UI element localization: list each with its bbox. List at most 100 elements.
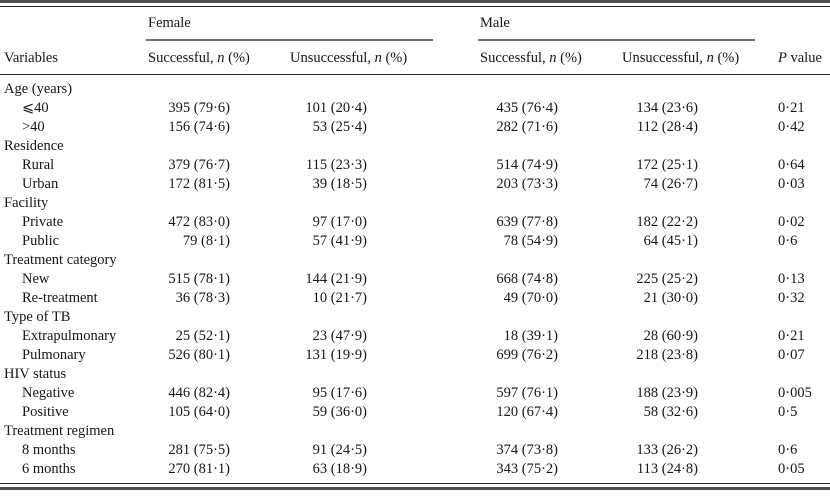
top-rule-gap — [0, 3, 830, 6]
male-unsuccessful-value: 133 (26·2) — [620, 441, 776, 460]
male-successful-value: 374 (73·8) — [478, 441, 620, 460]
cell-value: 28 (60·9) — [643, 328, 698, 344]
female-unsuccessful-value — [288, 422, 478, 441]
gender-header-row: Female Male — [0, 7, 830, 41]
p-value: 0·21 — [778, 328, 805, 344]
female-group-label: Female — [148, 15, 191, 31]
male-successful-value — [478, 137, 620, 156]
male-successful-value — [478, 365, 620, 384]
male-unsuccessful-value — [620, 194, 776, 213]
variable-label: Age (years) — [4, 81, 73, 97]
male-spanner-rule — [478, 39, 756, 41]
female-successful-value — [146, 137, 288, 156]
category-row: Facility — [0, 194, 830, 213]
bottom-rule-thin — [0, 483, 830, 484]
male-successful-value — [478, 194, 620, 213]
variable-label: HIV status — [4, 366, 67, 382]
female-unsuccessful-value: 115 (23·3) — [288, 156, 478, 175]
female-successful-value — [146, 75, 288, 100]
category-row: Type of TB — [0, 308, 830, 327]
data-row: 6 months 270 (81·1) 63 (18·9) 343 (75·2) 113… — [0, 460, 830, 479]
cell-value: 281 (75·5) — [168, 442, 230, 458]
bottom-rules — [0, 483, 830, 490]
female-unsuccessful-value: 97 (17·0) — [288, 213, 478, 232]
male-successful-value: 120 (67·4) — [478, 403, 620, 422]
female-unsuccessful-value — [288, 251, 478, 270]
data-row: Re-treatment 36 (78·3) 10 (21·7) 49 (70·0) 2… — [0, 289, 830, 308]
male-unsuccessful-value: 113 (24·8) — [620, 460, 776, 479]
variable-label: Treatment category — [4, 252, 117, 268]
cell-value: 218 (23·8) — [636, 347, 698, 363]
male-unsuccessful-value: 188 (23·9) — [620, 384, 776, 403]
female-unsuccessful-value: 131 (19·9) — [288, 346, 478, 365]
male-successful-value: 514 (74·9) — [478, 156, 620, 175]
data-row: ⩽40 395 (79·6) 101 (20·4) 435 (76·4) 134 (23… — [0, 99, 830, 118]
cell-value: 112 (28·4) — [636, 119, 698, 135]
cell-value: 49 (70·0) — [503, 290, 558, 306]
cell-value: 21 (30·0) — [643, 290, 698, 306]
male-successful-value: 343 (75·2) — [478, 460, 620, 479]
gender-row-spacer — [0, 7, 146, 41]
cell-value: 53 (25·4) — [312, 119, 367, 135]
female-unsuccessful-value: 95 (17·6) — [288, 384, 478, 403]
male-unsuccessful-value: 112 (28·4) — [620, 118, 776, 137]
p-symbol: P — [778, 50, 787, 66]
p-value — [776, 365, 830, 384]
male-successful-value: 639 (77·8) — [478, 213, 620, 232]
cell-value: 156 (74·6) — [168, 119, 230, 135]
header-text: (%) — [556, 50, 582, 66]
female-unsuccessful-value — [288, 194, 478, 213]
male-group-label: Male — [480, 15, 510, 31]
female-successful-value — [146, 422, 288, 441]
variable-label: Pulmonary — [22, 347, 86, 363]
data-row: Urban 172 (81·5) 39 (18·5) 203 (73·3) 74 (26… — [0, 175, 830, 194]
header-text: (%) — [381, 50, 408, 66]
female-unsuccessful-value — [288, 308, 478, 327]
female-unsuccessful-value: 91 (24·5) — [288, 441, 478, 460]
male-unsuccessful-value: 134 (23·6) — [620, 99, 776, 118]
female-unsuccessful-value: 57 (41·9) — [288, 232, 478, 251]
variable-label: Negative — [22, 385, 75, 401]
data-row: >40 156 (74·6) 53 (25·4) 282 (71·6) 112 (28·… — [0, 118, 830, 137]
cell-value: 374 (73·8) — [496, 442, 558, 458]
cell-value: 64 (45·1) — [643, 233, 698, 249]
top-rule-thick — [0, 0, 830, 3]
male-unsuccessful-value — [620, 251, 776, 270]
category-row: HIV status — [0, 365, 830, 384]
cell-value: 10 (21·7) — [312, 290, 367, 306]
male-unsuccessful-value — [620, 75, 776, 100]
cell-value: 134 (23·6) — [636, 100, 698, 116]
female-successful-value: 526 (80·1) — [146, 346, 288, 365]
cell-value: 97 (17·0) — [312, 214, 367, 230]
female-successful-value — [146, 308, 288, 327]
female-successful-value — [146, 251, 288, 270]
cell-value: 639 (77·8) — [496, 214, 558, 230]
variable-label: Private — [22, 214, 64, 230]
male-unsuccessful-value: 74 (26·7) — [620, 175, 776, 194]
female-unsuccessful-value: 53 (25·4) — [288, 118, 478, 137]
female-successful-value: 79 (8·1) — [146, 232, 288, 251]
male-unsuccessful-column-header: Unsuccessful, n (%) — [620, 41, 777, 75]
female-unsuccessful-value: 39 (18·5) — [288, 175, 478, 194]
cell-value: 36 (78·3) — [175, 290, 230, 306]
header-text: Successful, — [148, 50, 218, 66]
male-unsuccessful-value: 28 (60·9) — [620, 327, 776, 346]
p-value — [776, 75, 830, 100]
variable-label: ⩽40 — [22, 100, 49, 116]
data-row: Extrapulmonary 25 (52·1) 23 (47·9) 18 (39·1… — [0, 327, 830, 346]
male-successful-value — [478, 308, 620, 327]
p-value: 0·42 — [778, 119, 805, 135]
female-successful-value: 36 (78·3) — [146, 289, 288, 308]
p-value — [776, 137, 830, 156]
variable-label: 8 months — [22, 442, 76, 458]
p-value — [776, 308, 830, 327]
cell-value: 113 (24·8) — [636, 461, 698, 477]
female-unsuccessful-value: 63 (18·9) — [288, 460, 478, 479]
female-unsuccessful-value: 23 (47·9) — [288, 327, 478, 346]
female-successful-value: 156 (74·6) — [146, 118, 288, 137]
cell-value: 379 (76·7) — [168, 157, 230, 173]
male-unsuccessful-value: 64 (45·1) — [620, 232, 776, 251]
category-row: Residence — [0, 137, 830, 156]
male-unsuccessful-value — [620, 308, 776, 327]
cell-value: 282 (71·6) — [496, 119, 558, 135]
